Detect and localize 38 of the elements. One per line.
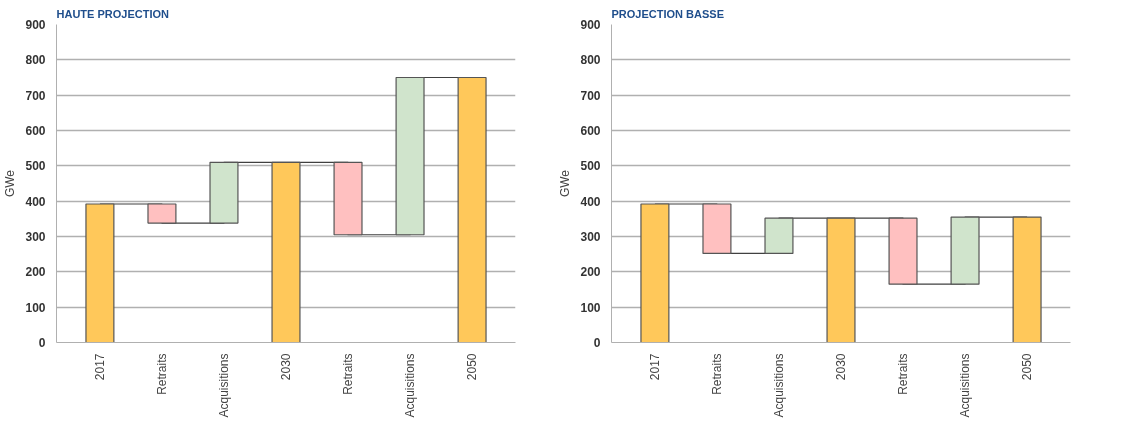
- x-tick-label: 2050: [465, 353, 480, 381]
- y-tick-label: 300: [580, 230, 601, 244]
- x-tick-label: 2017: [92, 353, 107, 381]
- y-axis-title: GWe: [558, 169, 573, 198]
- y-tick-label: 700: [25, 88, 46, 103]
- x-tick-label: Retraits: [709, 353, 724, 395]
- y-tick-label: 200: [25, 265, 46, 280]
- y-tick-label: 800: [580, 53, 601, 68]
- x-tick-label: Retraits: [154, 353, 169, 395]
- y-axis-title: GWe: [3, 169, 18, 198]
- y-tick-label: 500: [25, 159, 46, 174]
- x-tick-label: Acquisitions: [216, 353, 231, 418]
- y-tick-label: 100: [580, 300, 601, 315]
- y-tick-label: 400: [580, 194, 601, 209]
- x-tick-label: 2017: [647, 353, 662, 381]
- y-tick-label: 0: [38, 336, 46, 350]
- x-tick-label: Acquisitions: [958, 353, 973, 418]
- y-tick-label: 900: [25, 18, 46, 32]
- y-tick-label: 100: [25, 300, 46, 315]
- y-tick-label: 400: [25, 194, 46, 209]
- y-tick-label: 200: [580, 265, 601, 280]
- y-tick-label: 900: [580, 18, 601, 32]
- x-tick-label: Acquisitions: [403, 353, 418, 418]
- y-tick-label: 600: [25, 124, 46, 138]
- y-tick-label: 300: [25, 230, 46, 244]
- y-tick-label: 500: [580, 159, 601, 174]
- x-tick-label: Retraits: [896, 353, 911, 395]
- y-tick-label: 800: [25, 53, 46, 68]
- x-tick-label: Retraits: [341, 353, 356, 395]
- chart-title: HAUTE PROJECTION: [56, 7, 170, 20]
- y-tick-label: 700: [580, 88, 601, 103]
- x-tick-label: 2050: [1020, 353, 1035, 381]
- y-tick-label: 0: [593, 336, 601, 350]
- x-tick-label: Acquisitions: [771, 353, 786, 418]
- y-tick-label: 600: [580, 124, 601, 138]
- x-tick-label: 2030: [834, 353, 848, 381]
- chart-title: PROJECTION BASSE: [611, 7, 724, 20]
- x-tick-label: 2030: [279, 353, 293, 381]
